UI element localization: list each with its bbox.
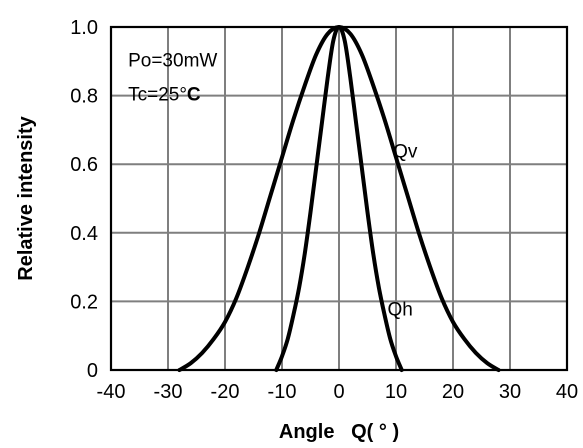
x-tick-label: 40 (556, 381, 578, 403)
series-labels: Qv Qh (387, 141, 417, 320)
x-tick-label: 0 (333, 381, 344, 403)
curves (177, 25, 501, 372)
y-tick-label: 1.0 (70, 17, 98, 39)
x-tick-label: -20 (211, 381, 240, 403)
y-tick-label: 0.2 (70, 291, 98, 313)
x-axis-title: Angle Q( ° ) (279, 421, 399, 443)
y-tick-label: 0 (87, 360, 98, 382)
y-tick-label: 0.4 (70, 223, 98, 245)
grid-lines (111, 27, 567, 370)
y-axis-title: Relative intensity (15, 115, 37, 280)
temperature-value: Tc=25° (128, 85, 187, 106)
y-tick-label: 0.8 (70, 86, 98, 108)
temperature-annotation: Tc=25°C (128, 85, 201, 106)
x-tick-label: -30 (154, 381, 183, 403)
x-tick-label: 10 (385, 381, 407, 403)
x-tick-label: 30 (499, 381, 521, 403)
x-tick-label: -10 (268, 381, 297, 403)
series-label-qv: Qv (393, 141, 418, 162)
x-tick-label: 20 (442, 381, 464, 403)
y-tick-label: 0.6 (70, 154, 98, 176)
series-label-qh: Qh (387, 299, 412, 320)
x-tick-label: -40 (97, 381, 126, 403)
power-annotation: Po=30mW (128, 50, 217, 71)
series-line-qh (274, 25, 404, 372)
tick-labels: -40 -30 -20 -10 0 10 20 30 40 0 0.2 0.4 0.6 0.8 1.0 (70, 17, 578, 403)
temperature-unit: C (187, 85, 201, 106)
